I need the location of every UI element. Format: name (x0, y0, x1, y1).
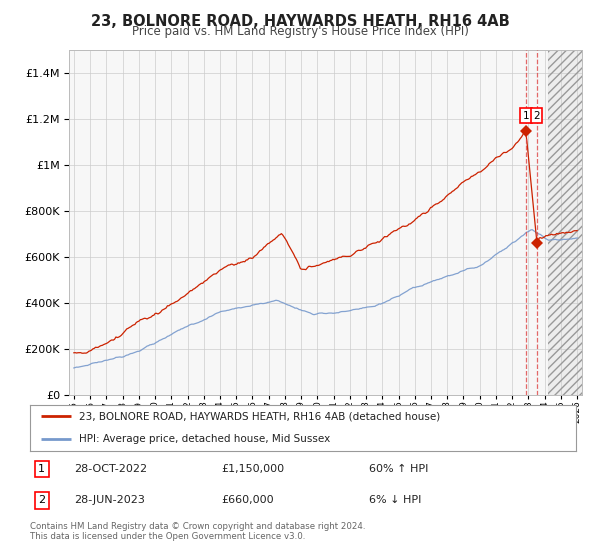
Text: 23, BOLNORE ROAD, HAYWARDS HEATH, RH16 4AB: 23, BOLNORE ROAD, HAYWARDS HEATH, RH16 4… (91, 14, 509, 29)
Text: 2: 2 (533, 111, 540, 121)
Bar (548, 50, 593, 395)
Text: 1: 1 (523, 111, 529, 121)
Text: £1,150,000: £1,150,000 (221, 464, 284, 474)
Text: 23, BOLNORE ROAD, HAYWARDS HEATH, RH16 4AB (detached house): 23, BOLNORE ROAD, HAYWARDS HEATH, RH16 4… (79, 412, 440, 421)
Text: Price paid vs. HM Land Registry's House Price Index (HPI): Price paid vs. HM Land Registry's House … (131, 25, 469, 38)
Bar (548, 50, 593, 395)
Text: £660,000: £660,000 (221, 496, 274, 506)
Text: HPI: Average price, detached house, Mid Sussex: HPI: Average price, detached house, Mid … (79, 435, 331, 444)
Text: 2: 2 (38, 496, 46, 506)
Text: Contains HM Land Registry data © Crown copyright and database right 2024.
This d: Contains HM Land Registry data © Crown c… (30, 522, 365, 542)
Text: 60% ↑ HPI: 60% ↑ HPI (368, 464, 428, 474)
Text: 1: 1 (38, 464, 45, 474)
Text: 6% ↓ HPI: 6% ↓ HPI (368, 496, 421, 506)
Text: 28-OCT-2022: 28-OCT-2022 (74, 464, 147, 474)
Text: 28-JUN-2023: 28-JUN-2023 (74, 496, 145, 506)
